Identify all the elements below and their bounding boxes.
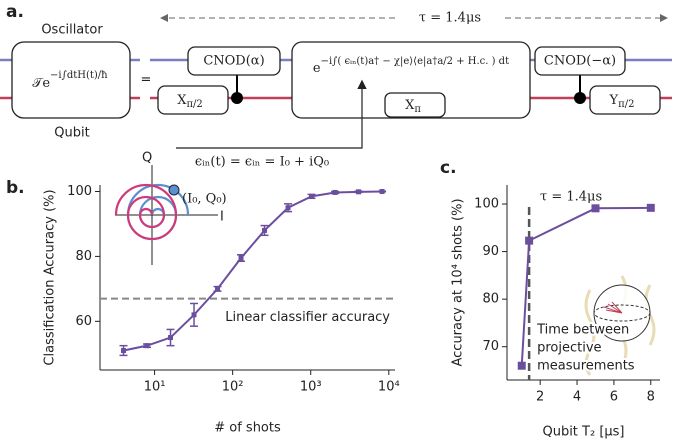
x-tick-label: 10² — [222, 380, 244, 395]
gate-cnod: CNOD(α) — [203, 54, 264, 69]
equals: = — [141, 73, 152, 88]
gate-box — [534, 46, 626, 76]
control-dot — [574, 92, 586, 104]
x-tick-label: 4 — [573, 390, 581, 405]
data-point — [309, 193, 315, 199]
data-point — [525, 236, 534, 245]
marker-label: τ = 1.4μs — [540, 190, 602, 205]
x-tick-label: 8 — [647, 390, 655, 405]
panel-label: b. — [6, 178, 25, 198]
data-point — [332, 189, 338, 195]
y-tick-label: 60 — [75, 314, 92, 329]
gate-x-half: Xπ/2 — [177, 93, 203, 110]
oscillator-label: Oscillator — [41, 23, 103, 38]
y-tick-label: 80 — [482, 292, 499, 307]
gate-box — [384, 92, 446, 118]
evolution: e−i∫( ϵᵢₙ(t)a† − χ|e⟩⟨e|a†a/2 + H.c. ) d… — [313, 56, 509, 76]
signal-label: ϵᵢₙ(t) = ϵᵢₙ = I₀ + iQ₀ — [195, 155, 329, 170]
control-dot — [231, 92, 243, 104]
panel-label: c. — [440, 158, 457, 178]
unitary-exponent: −i∫dtH(t)/ħ — [50, 70, 108, 81]
unitary: 𝒯e−i∫dtH(t)/ħ — [32, 70, 108, 91]
data-point — [285, 205, 291, 211]
x-tick-label: 10³ — [300, 380, 322, 395]
data-point — [262, 227, 268, 233]
data-point — [215, 286, 221, 292]
gate-box — [187, 46, 281, 76]
gate-sub: π/2 — [618, 99, 634, 110]
panel-a: a. τ = 1.4μs Oscillator Qubit 𝒯e−i∫dtH(t… — [0, 2, 672, 170]
panel-label: a. — [6, 2, 24, 22]
data-point — [121, 348, 127, 354]
qubit-label: Qubit — [54, 126, 89, 141]
y-tick-label: 80 — [75, 249, 92, 264]
tau-label: τ = 1.4μs — [419, 11, 481, 26]
annotation: Time between — [536, 323, 629, 338]
x-tick-label: 2 — [536, 390, 544, 405]
y-tick-label: 70 — [482, 339, 499, 354]
data-point — [238, 255, 244, 261]
annotation: measurements — [537, 359, 635, 374]
evolution-base: e — [313, 61, 321, 76]
gate-sub: π — [414, 104, 421, 115]
gate-base: Y — [609, 93, 619, 108]
data-point — [646, 203, 655, 212]
gate-sub: π/2 — [186, 99, 202, 110]
unitary-box — [11, 41, 131, 119]
i-label: I — [220, 210, 224, 225]
gate-base: X — [405, 98, 415, 113]
gate-cnod: CNOD(−α) — [544, 54, 616, 69]
gate-x-pi: Xπ — [405, 98, 421, 115]
gate-box — [157, 85, 229, 115]
y-tick-label: 100 — [474, 197, 499, 212]
gate-box — [589, 85, 661, 115]
data-point — [144, 343, 150, 349]
x-tick-label: 6 — [610, 390, 618, 405]
iq-inset: Q I (I₀, Q₀) — [114, 151, 227, 265]
spiral — [114, 183, 178, 241]
point-label: (I₀, Q₀) — [182, 192, 227, 207]
inset-c — [584, 275, 656, 376]
data-point — [591, 204, 600, 213]
iq-point — [168, 184, 180, 196]
x-tick-label: 10⁴ — [378, 380, 400, 395]
evolution-box — [291, 41, 531, 119]
gate-y-half: Yπ/2 — [609, 93, 635, 110]
data-line — [123, 190, 383, 352]
data-point — [168, 335, 174, 341]
annotation: projective — [537, 341, 601, 356]
data-point — [517, 361, 526, 370]
y-tick-label: 90 — [482, 244, 499, 259]
x-axis-label: # of shots — [214, 421, 281, 436]
data-line — [520, 206, 651, 366]
q-label: Q — [142, 151, 152, 166]
evolution-exponent: −i∫( ϵᵢₙ(t)a† − χ|e⟩⟨e|a†a/2 + H.c. ) dt — [321, 56, 510, 67]
y-tick-label: 100 — [67, 184, 92, 199]
reference-label: Linear classifier accuracy — [225, 310, 390, 325]
y-axis-label: Classification Accuracy (%) — [43, 189, 58, 365]
gate-base: X — [177, 93, 187, 108]
signal-arrow — [176, 79, 367, 149]
x-tick-label: 10¹ — [144, 380, 166, 395]
y-axis-label: Accuracy at 10⁴ shots (%) — [451, 198, 466, 366]
x-axis-label: Qubit T₂ [μs] — [542, 425, 624, 440]
unitary-base: 𝒯e — [32, 76, 50, 91]
spiral — [126, 183, 190, 241]
data-point — [356, 189, 362, 195]
data-point — [379, 188, 385, 194]
data-point — [191, 312, 197, 318]
